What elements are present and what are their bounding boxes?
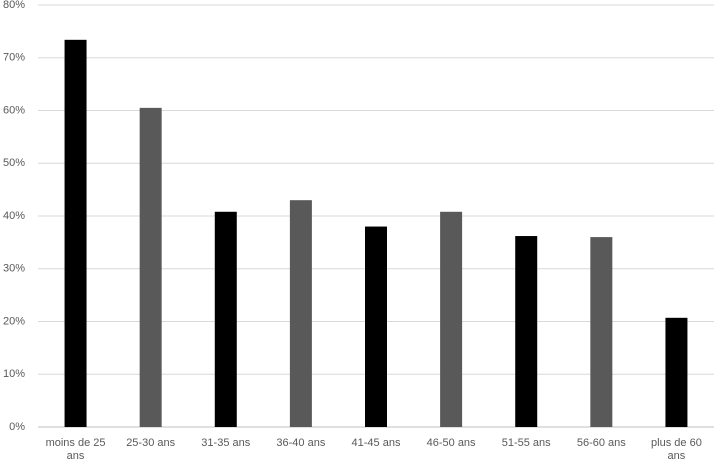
x-tick-label: 46-50 ans [426,437,476,449]
y-tick-label: 30% [3,263,25,275]
y-tick-label: 80% [3,0,25,11]
bar [139,107,162,428]
x-tick-label: 31-35 ans [201,437,251,449]
bar [365,226,387,427]
x-tick-label: 56-60 ans [576,437,626,449]
bar [289,200,312,427]
bar [590,237,613,427]
bar [665,317,688,427]
x-tick-label: 51-55 ans [501,437,551,449]
bar [515,236,538,427]
y-tick-label: 60% [3,104,25,116]
x-tick-label: moins de 25 ans [45,437,106,462]
bar [214,211,237,427]
y-tick-label: 40% [3,210,25,222]
y-tick-label: 50% [3,157,25,169]
bar [64,39,87,427]
y-tick-label: 10% [3,368,25,380]
x-tick-label: 25-30 ans [126,437,176,449]
y-tick-label: 0% [9,421,25,433]
y-tick-label: 20% [3,315,25,327]
x-tick-label: 41-45 ans [351,437,401,449]
bar [440,211,463,427]
x-tick-label: plus de 60 ans [651,437,702,462]
y-tick-label: 70% [3,52,25,64]
x-tick-label: 36-40 ans [276,437,326,449]
